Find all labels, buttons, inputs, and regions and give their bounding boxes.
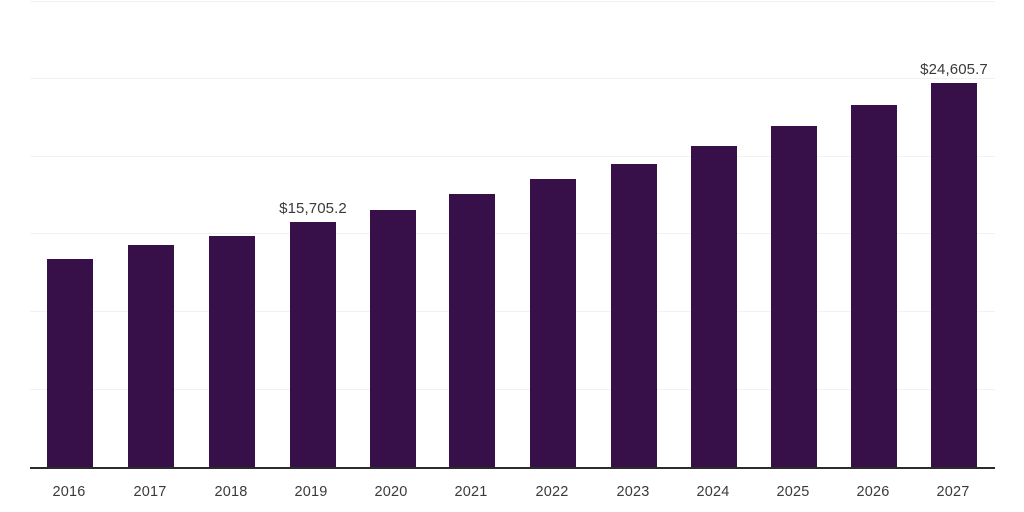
bar-2023[interactable] — [611, 164, 657, 467]
gridline — [30, 1, 995, 2]
x-axis-line — [30, 467, 995, 469]
bar-2025[interactable] — [771, 126, 817, 467]
bar-2019[interactable] — [290, 222, 336, 467]
bar-2024[interactable] — [691, 146, 737, 467]
bar-2026[interactable] — [851, 105, 897, 467]
gridline — [30, 389, 995, 390]
bar-2020[interactable] — [370, 210, 416, 467]
bar-2021[interactable] — [449, 194, 495, 467]
x-tick-label-2024: 2024 — [696, 484, 730, 500]
bar-value-label-2027: $24,605.7 — [920, 61, 988, 78]
x-tick-label-2020: 2020 — [374, 484, 408, 500]
x-tick-label-2025: 2025 — [776, 484, 810, 500]
x-tick-label-2026: 2026 — [856, 484, 890, 500]
x-tick-label-2027: 2027 — [936, 484, 970, 500]
x-tick-label-2023: 2023 — [616, 484, 650, 500]
x-tick-label-2021: 2021 — [454, 484, 488, 500]
bar-2018[interactable] — [209, 236, 255, 467]
gridline — [30, 233, 995, 234]
bar-2022[interactable] — [530, 179, 576, 467]
bar-value-label-2019: $15,705.2 — [279, 200, 347, 217]
x-tick-label-2019: 2019 — [294, 484, 328, 500]
bar-2027[interactable] — [931, 83, 977, 467]
gridline — [30, 78, 995, 79]
x-tick-label-2016: 2016 — [52, 484, 86, 500]
x-tick-label-2022: 2022 — [535, 484, 569, 500]
x-tick-label-2017: 2017 — [133, 484, 167, 500]
gridline — [30, 311, 995, 312]
gridline — [30, 156, 995, 157]
bar-2016[interactable] — [47, 259, 93, 467]
x-tick-label-2018: 2018 — [214, 484, 248, 500]
bar-2017[interactable] — [128, 245, 174, 467]
